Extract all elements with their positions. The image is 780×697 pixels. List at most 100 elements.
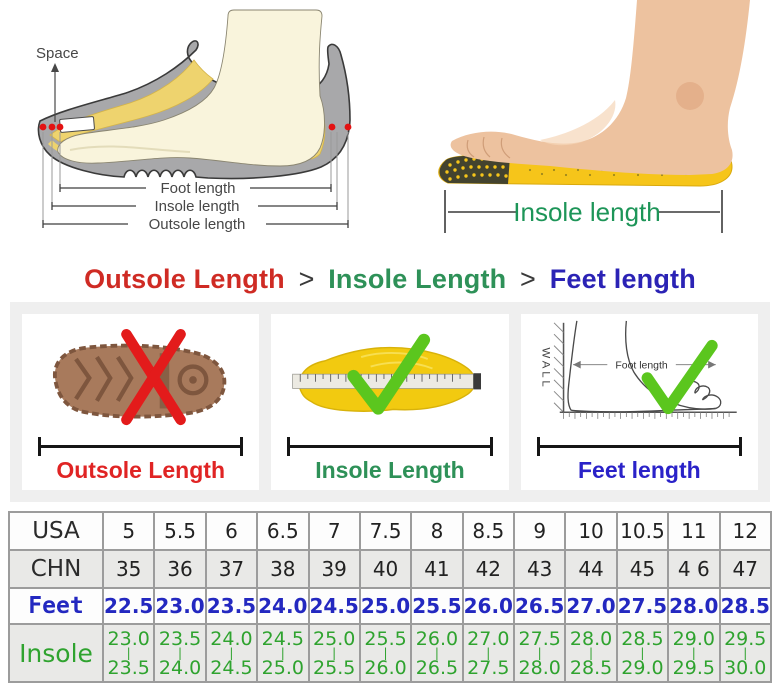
size-table-cell: 7.5	[358, 511, 413, 551]
size-table-cell: 25.5	[410, 587, 464, 625]
size-table-cell: 23.0	[153, 587, 207, 625]
size-table-cell: 28.0	[667, 587, 721, 625]
size-table-cell: 7	[307, 511, 361, 551]
size-table-cell: 26.5	[512, 587, 567, 625]
heel-dot	[189, 376, 197, 384]
foot-instep-highlight	[540, 100, 616, 146]
size-table-cell: 9	[512, 511, 567, 551]
size-table-row-label: Feet	[8, 587, 104, 625]
photo-dimension-lines	[444, 190, 723, 233]
heading-gt-1: >	[298, 264, 315, 294]
arch-shading	[69, 145, 191, 153]
outsole-measure-line	[38, 437, 244, 456]
size-table-cell: 43	[512, 549, 567, 589]
size-table-row-feet: Feet 22.5 23.0 23.5 24.0 24.5 25.0 25.5 26.0 26.5…	[8, 587, 772, 625]
size-table-cell: 35	[101, 549, 156, 589]
toe-space-box	[59, 116, 95, 133]
size-table-cell: 44	[564, 549, 618, 589]
insole-length-label: Insole length	[154, 198, 239, 215]
size-table-cell: 45	[615, 549, 670, 589]
space-arrowhead	[51, 63, 59, 72]
ruler-ticks	[562, 412, 730, 419]
size-table-cell: 42	[461, 549, 516, 589]
foot-length-annotation: Foot length	[615, 360, 667, 371]
foot-cross-section	[57, 9, 325, 167]
insole-length-caption: Insole length	[513, 197, 660, 227]
size-table-cell: 41	[410, 549, 464, 589]
outsole-card: Outsole Length	[22, 314, 260, 490]
feet-card: WALL	[520, 314, 758, 490]
size-table-cell: 12	[718, 511, 772, 551]
size-table-cell: 24.5 | 25.0	[256, 623, 310, 683]
red-x-icon	[121, 328, 186, 426]
outsole-card-caption: Outsole Length	[56, 457, 225, 483]
size-table-cell: 11	[667, 511, 721, 551]
size-table-row-label: USA	[8, 511, 104, 551]
feet-card-caption: Feet length	[577, 457, 701, 483]
size-table-cell: 23.5	[204, 587, 259, 625]
size-table-cell: 26.0	[461, 587, 516, 625]
wall-label: WALL	[539, 348, 551, 390]
insole-measure-line	[287, 437, 493, 456]
heading-insole-length: Insole Length	[328, 264, 507, 294]
size-table-cell: 28.5 | 29.0	[615, 623, 670, 683]
size-comparison-heading: Outsole Length > Insole Length > Feet le…	[0, 258, 780, 302]
size-table-cell: 28.5	[718, 587, 772, 625]
size-table-cell: 27.5 | 28.0	[512, 623, 567, 683]
size-table-cell: 23.0 | 23.5	[101, 623, 156, 683]
size-table: USA 5 5.5 6 6.5 7 7.5 8 8.5 9 10 10.5 11 12 CHN 35 36 37 3…	[8, 511, 772, 683]
heel-circle	[177, 364, 209, 396]
size-table-row-usa: USA 5 5.5 6 6.5 7 7.5 8 8.5 9 10 10.5 11 12	[8, 511, 772, 551]
dimension-lines	[42, 184, 349, 228]
size-table-cell: 6.5	[256, 511, 310, 551]
size-table-cell: 8.5	[461, 511, 516, 551]
size-table-cell: 10	[564, 511, 618, 551]
size-table-row-label: CHN	[8, 549, 104, 589]
size-table-cell: 24.0 | 24.5	[204, 623, 259, 683]
size-table-cell: 40	[358, 549, 413, 589]
size-table-cell: 23.5 | 24.0	[153, 623, 207, 683]
size-table-cell: 47	[718, 549, 772, 589]
size-table-cell: 28.0 | 28.5	[564, 623, 618, 683]
size-table-row-chn: CHN 35 36 37 38 39 40 41 42 43 44 45 4 6 47	[8, 549, 772, 589]
measurement-cards-strip: Outsole Length	[10, 302, 770, 502]
feet-measure-line	[536, 437, 743, 456]
size-table-cell: 27.0	[564, 587, 618, 625]
size-table-cell: 29.0 | 29.5	[667, 623, 721, 683]
foot-against-wall-diagram: WALL	[539, 320, 737, 419]
size-table-cell: 25.0 | 25.5	[307, 623, 361, 683]
toe-lines	[466, 136, 511, 159]
space-label: Space	[36, 45, 79, 62]
foot-photo-shape	[450, 0, 750, 175]
size-table-cell: 26.0 | 26.5	[410, 623, 464, 683]
green-check-icon	[641, 339, 718, 415]
heading-gt-2: >	[520, 264, 537, 294]
size-table-cell: 25.0	[358, 587, 413, 625]
foot-length-label: Foot length	[160, 180, 235, 197]
heading-feet-length: Feet length	[549, 264, 696, 294]
size-table-cell: 27.0 | 27.5	[461, 623, 516, 683]
measure-reference-dots	[39, 123, 352, 131]
size-table-cell: 8	[410, 511, 464, 551]
shoe-cross-section-diagram: Space Foot length Insole length Outsole …	[36, 9, 352, 233]
size-table-body: USA 5 5.5 6 6.5 7 7.5 8 8.5 9 10 10.5 11 12 CHN 35 36 37 3…	[8, 511, 772, 683]
extension-lines	[42, 132, 349, 224]
size-table-cell: 4 6	[667, 549, 721, 589]
size-table-cell: 27.5	[615, 587, 670, 625]
outsole-bottom-view	[53, 328, 227, 426]
size-table-cell: 24.5	[307, 587, 361, 625]
size-table-cell: 24.0	[256, 587, 310, 625]
green-check-icon	[347, 333, 431, 415]
size-table-row-insole: Insole 23.0 | 23.5 23.5 | 24.0 24.0 | 24.5 24.5 | 25…	[8, 623, 772, 683]
top-row: Space Foot length Insole length Outsole …	[0, 0, 780, 258]
size-table-cell: 6	[204, 511, 259, 551]
size-table-cell: 37	[204, 549, 259, 589]
wall-hatching	[553, 322, 564, 413]
size-table-cell: 22.5	[101, 587, 156, 625]
ankle-bone	[676, 82, 704, 110]
heading-outsole-length: Outsole Length	[84, 264, 285, 294]
foot-on-insole-photo: Insole length	[438, 0, 750, 233]
size-table-cell: 36	[153, 549, 207, 589]
insole-card: Insole Length	[271, 314, 509, 490]
